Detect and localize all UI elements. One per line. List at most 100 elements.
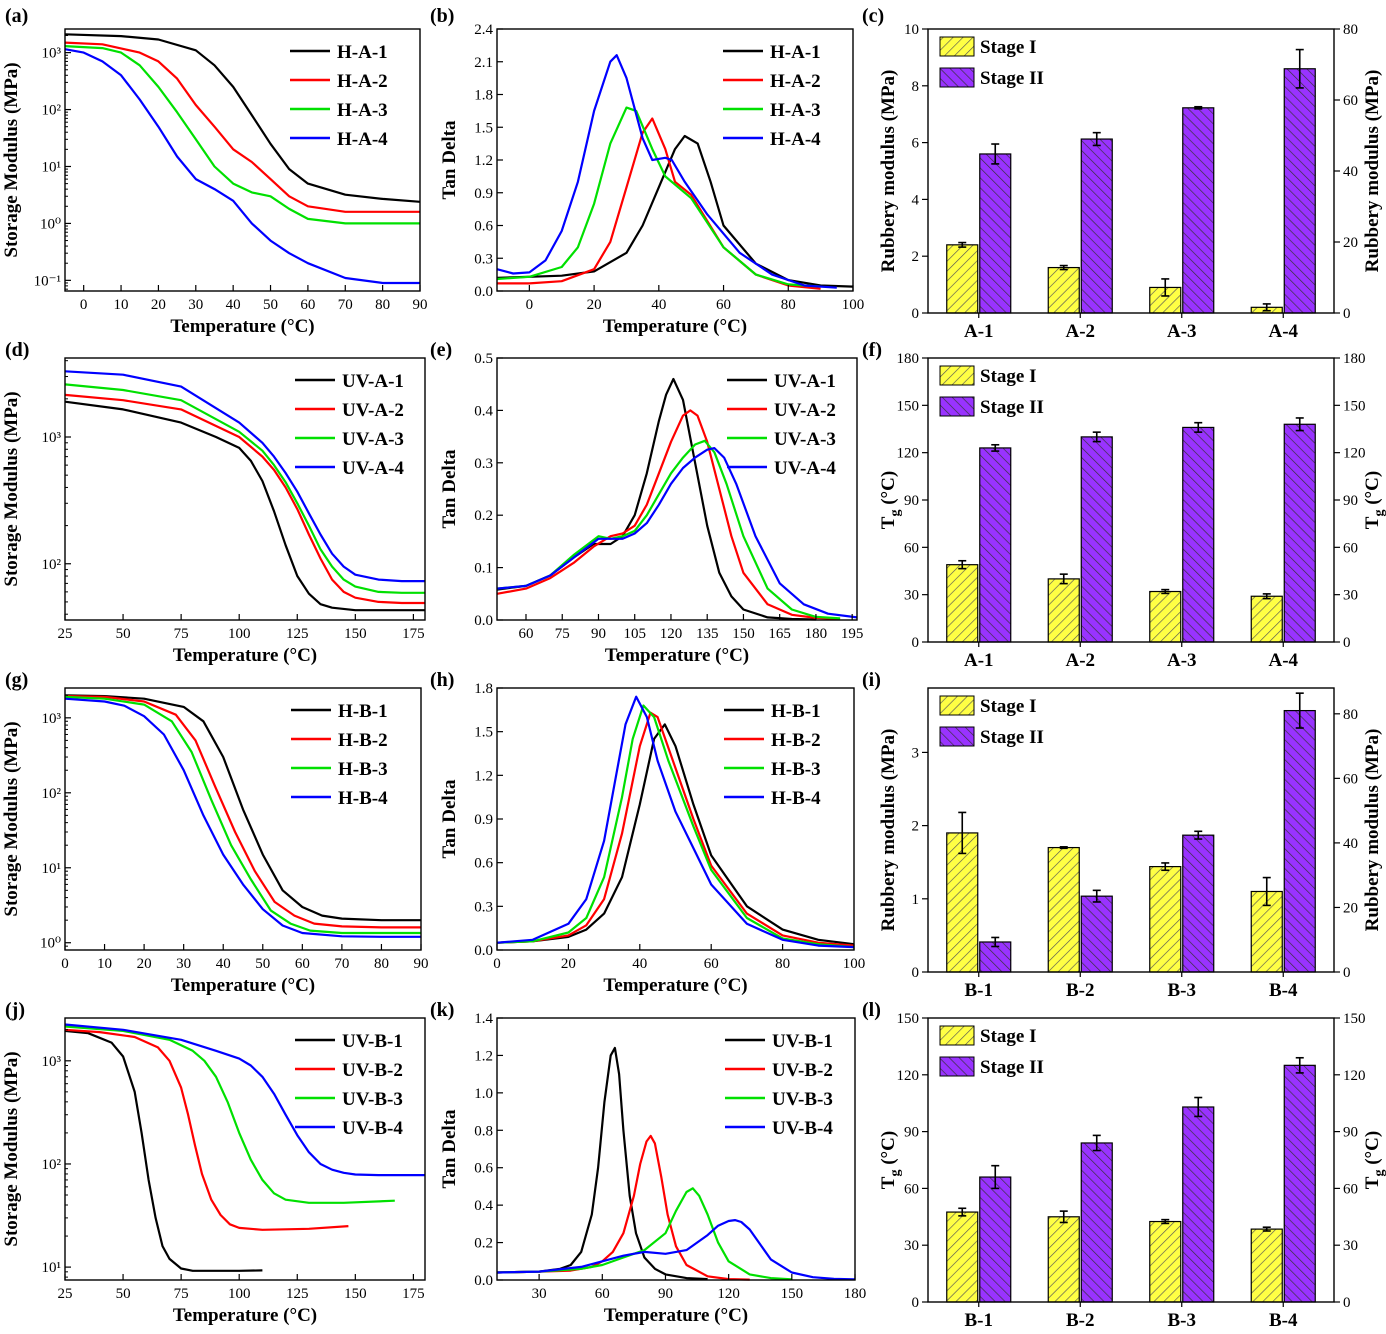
legend-label: UV-A-3 [342, 429, 404, 450]
y-axis-title: Storage Modulus (MPa) [1, 721, 22, 916]
legend-label: Stage I [980, 366, 1036, 387]
x-tick-label: 10 [97, 956, 112, 972]
series-line-UV-A-3 [64, 383, 425, 594]
y-right-tick-label: 60 [1343, 93, 1358, 109]
x-tick-label: 100 [843, 956, 866, 972]
y-right-tick-label: 20 [1343, 900, 1358, 916]
x-category-label: B-1 [965, 980, 994, 1001]
plot-frame [496, 1017, 856, 1281]
series-line-H-B-3 [496, 704, 855, 949]
series-line-H-A-3 [64, 45, 420, 225]
x-tick-label: 150 [344, 1286, 367, 1302]
x-tick-label: 175 [402, 1286, 425, 1302]
y-tick-label: 1.2 [474, 153, 493, 169]
legend-label: H-A-2 [770, 71, 821, 92]
legend-label: UV-A-1 [774, 371, 836, 392]
x-tick-label: 180 [805, 626, 828, 642]
x-axis-title: Temperature (°C) [603, 316, 747, 337]
legend-label: H-B-1 [771, 701, 821, 722]
x-tick-label: 180 [844, 1286, 867, 1302]
y-right-tick-label: 150 [1343, 1011, 1366, 1027]
y-tick-label: 0.3 [474, 899, 493, 915]
y-tick-label: 60 [904, 540, 919, 556]
legend-label: H-A-4 [770, 129, 821, 150]
x-category-label: A-1 [964, 650, 994, 671]
legend-label: UV-B-4 [342, 1118, 403, 1139]
bar-stage-i-B-2 [1047, 1216, 1080, 1303]
x-tick-label: 135 [696, 626, 719, 642]
x-tick-label: 80 [374, 956, 389, 972]
x-axis-title: Temperature (°C) [603, 975, 747, 996]
plot-frame [496, 357, 858, 621]
x-tick-label: 90 [414, 956, 429, 972]
y-tick-label: 4 [912, 192, 920, 208]
y-tick-label: 6 [912, 136, 920, 152]
series-line-H-A-4 [496, 54, 837, 289]
y-tick-label: 10¹ [42, 1260, 62, 1276]
series-line-H-B-2 [496, 711, 855, 947]
panel-6: 0 10 20 30 40 50 60 70 80 90 10⁰ 10¹ 10² 10³ Temperatu… [1, 669, 429, 996]
y-axis-title: Tg (°C) [878, 471, 903, 529]
legend-swatch [939, 726, 975, 747]
x-tick-label: 25 [58, 626, 73, 642]
y-axis-title: Tan Delta [439, 449, 460, 529]
legend-label: H-B-4 [771, 788, 821, 809]
x-tick-label: 0 [61, 956, 69, 972]
x-tick-label: 0 [493, 956, 501, 972]
y-axis-title: Storage Modulus (MPa) [1, 391, 22, 586]
y-right-tick-label: 180 [1343, 351, 1366, 367]
panel-2: A-1 A-2 A-3 A-4 0 2 4 6 8 10 0 20 40 60 80 Rubbery modu… [862, 5, 1383, 342]
y-tick-label: 120 [897, 446, 920, 462]
x-tick-label: 150 [732, 626, 755, 642]
tg-unit: (°C) [1362, 1131, 1383, 1170]
x-axis-title: Temperature (°C) [170, 316, 314, 337]
y-tick-label: 10³ [42, 430, 62, 446]
bar-stage-i-B-3 [1149, 1220, 1182, 1303]
y-axis-title: Tan Delta [439, 120, 460, 200]
legend-label: H-B-3 [771, 759, 821, 780]
x-tick-label: 90 [591, 626, 606, 642]
bar-stage-i-A-2 [1047, 266, 1080, 314]
x-tick-label: 0 [80, 297, 88, 313]
y-tick-label: 90 [904, 493, 919, 509]
plot-frame [927, 1017, 1335, 1303]
y-tick-label: 1.5 [474, 120, 493, 136]
bar-stage-i-B-2 [1047, 846, 1080, 973]
x-tick-label: 195 [841, 626, 864, 642]
tg-unit: (°C) [1362, 471, 1383, 510]
y-tick-label: 10 [904, 22, 919, 38]
legend-label: H-B-1 [338, 701, 388, 722]
y-right-tick-label: 30 [1343, 588, 1358, 604]
y-tick-label: 1.5 [474, 725, 493, 741]
y-tick-label: 0.0 [474, 284, 493, 300]
y-tick-label: 10² [42, 557, 62, 573]
y-tick-label: 90 [904, 1125, 919, 1141]
panel-label: (h) [430, 669, 454, 691]
series-line-H-B-2 [64, 695, 421, 929]
tg-symbol: T [878, 1176, 899, 1189]
y-tick-label: 0 [912, 1295, 920, 1311]
y-tick-label: 10³ [42, 1054, 62, 1070]
bar-stage-ii-B-1 [979, 1176, 1012, 1303]
y-tick-label: 0.3 [474, 456, 493, 472]
y-tick-label: 0.9 [474, 186, 493, 202]
bar-stage-i-A-1 [946, 244, 979, 314]
panel-7: 0 20 40 60 80 100 0.0 0.3 0.6 0.9 1.2 1.5 1.8 Tempera… [430, 669, 865, 996]
x-tick-label: 75 [555, 626, 570, 642]
y-right-tick-label: 90 [1343, 493, 1358, 509]
x-axis-title: Temperature (°C) [173, 645, 317, 666]
legend-label: H-B-2 [338, 730, 388, 751]
legend-swatch [939, 695, 975, 716]
x-category-label: B-2 [1066, 1310, 1095, 1331]
x-tick-label: 20 [151, 297, 166, 313]
y-tick-label: 30 [904, 588, 919, 604]
x-tick-label: 100 [228, 1286, 251, 1302]
y-right-axis-title: Rubbery modulus (MPa) [1362, 729, 1383, 932]
series-line-H-B-4 [64, 697, 421, 938]
legend-label: UV-A-4 [342, 458, 404, 479]
panel-label: (a) [5, 5, 28, 27]
tg-unit: (°C) [878, 1131, 899, 1170]
y-axis-title: Tan Delta [439, 1109, 460, 1189]
plot-frame [927, 687, 1335, 973]
x-tick-label: 70 [334, 956, 349, 972]
